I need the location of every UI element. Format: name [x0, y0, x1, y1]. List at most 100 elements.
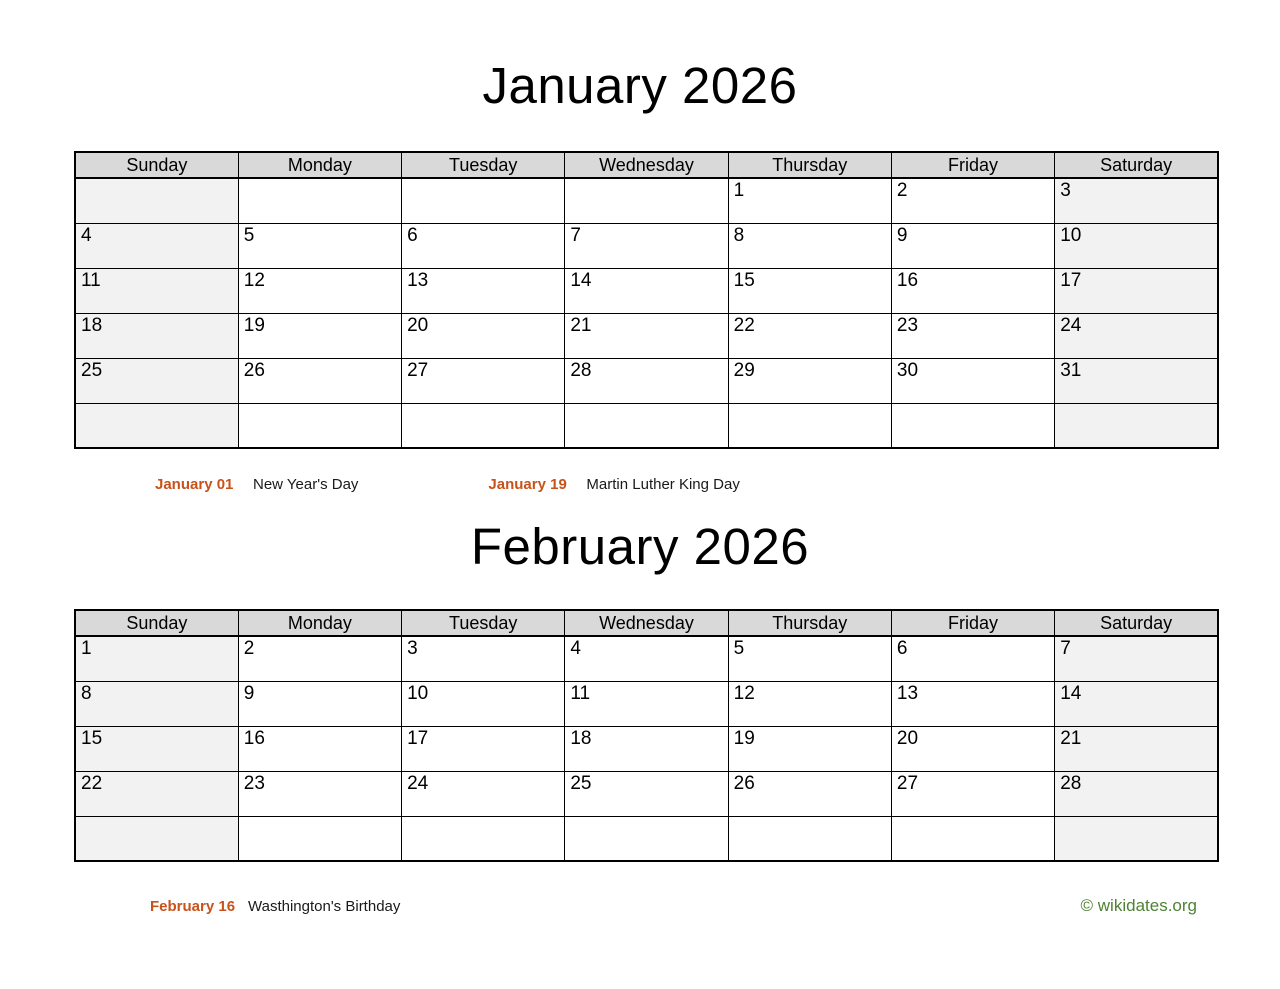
january-day-header-row: Sunday Monday Tuesday Wednesday Thursday Frid… — [74, 151, 1219, 179]
day-cell-10: 10 — [401, 680, 566, 727]
day-cell-21: 21 — [564, 312, 729, 359]
day-header-tuesday: Tuesday — [401, 609, 566, 637]
empty-day-cell — [727, 815, 892, 862]
day-header-monday: Monday — [237, 609, 403, 637]
day-cell-25: 25 — [74, 357, 239, 404]
day-cell-16: 16 — [237, 725, 403, 772]
day-header-friday: Friday — [890, 151, 1056, 179]
day-cell-10: 10 — [1054, 222, 1219, 269]
day-header-sunday: Sunday — [74, 609, 239, 637]
empty-day-cell — [237, 177, 403, 224]
holiday-name-label: New Year's Day — [253, 476, 359, 493]
day-cell-8: 8 — [727, 222, 892, 269]
day-cell-15: 15 — [74, 725, 239, 772]
day-cell-9: 9 — [237, 680, 403, 727]
day-cell-23: 23 — [890, 312, 1056, 359]
day-cell-19: 19 — [237, 312, 403, 359]
day-header-wednesday: Wednesday — [564, 151, 729, 179]
february-month-title: February 2026 — [470, 518, 810, 575]
holiday-item-washingtons-birthday: February 16 Wasthington's Birthday — [150, 898, 400, 916]
january-calendar-body: 1 2 3 4 5 6 7 8 9 10 11 12 13 14 15 16 17 18 19 20 21 22 23 24 2… — [74, 177, 1219, 449]
empty-day-cell — [74, 177, 239, 224]
day-header-saturday: Saturday — [1054, 609, 1219, 637]
empty-day-cell — [401, 402, 566, 449]
calendar-week-row: 25 26 27 28 29 30 31 — [74, 357, 1219, 404]
day-cell-11: 11 — [74, 267, 239, 314]
empty-day-cell — [564, 815, 729, 862]
february-day-header-row: Sunday Monday Tuesday Wednesday Thursday Frid… — [74, 609, 1219, 637]
empty-day-cell — [74, 815, 239, 862]
day-cell-14: 14 — [1054, 680, 1219, 727]
day-header-friday: Friday — [890, 609, 1056, 637]
day-header-thursday: Thursday — [727, 151, 892, 179]
january-month-title: January 2026 — [482, 57, 798, 114]
day-cell-3: 3 — [401, 635, 566, 682]
empty-day-cell — [1054, 402, 1219, 449]
calendar-week-row: 4 5 6 7 8 9 10 — [74, 222, 1219, 269]
day-cell-15: 15 — [727, 267, 892, 314]
day-cell-11: 11 — [564, 680, 729, 727]
day-cell-20: 20 — [401, 312, 566, 359]
holiday-date-label: January 01 — [155, 476, 234, 493]
day-cell-7: 7 — [564, 222, 729, 269]
wikidates-copyright-link[interactable]: © wikidates.org — [1080, 896, 1197, 915]
empty-day-cell — [237, 402, 403, 449]
day-cell-4: 4 — [564, 635, 729, 682]
day-cell-24: 24 — [1054, 312, 1219, 359]
day-cell-9: 9 — [890, 222, 1056, 269]
calendar-week-row: 22 23 24 25 26 27 28 — [74, 770, 1219, 817]
day-cell-8: 8 — [74, 680, 239, 727]
empty-day-cell — [564, 402, 729, 449]
day-cell-17: 17 — [1054, 267, 1219, 314]
holiday-date-label: February 16 — [150, 898, 236, 915]
day-cell-17: 17 — [401, 725, 566, 772]
day-cell-1: 1 — [74, 635, 239, 682]
empty-day-cell — [564, 177, 729, 224]
empty-day-cell — [890, 402, 1056, 449]
day-cell-25: 25 — [564, 770, 729, 817]
day-cell-19: 19 — [727, 725, 892, 772]
day-cell-16: 16 — [890, 267, 1056, 314]
empty-day-cell — [890, 815, 1056, 862]
footer-row: February 16 Wasthington's Birthday © wiki… — [150, 896, 1197, 915]
holiday-item-new-years-day: January 01 New Year's Day — [155, 476, 358, 494]
empty-day-cell — [727, 402, 892, 449]
day-cell-12: 12 — [237, 267, 403, 314]
january-holidays-row: January 01 New Year's Day January 19 Marti… — [155, 476, 1280, 495]
day-header-saturday: Saturday — [1054, 151, 1219, 179]
day-cell-21: 21 — [1054, 725, 1219, 772]
holiday-item-mlk-day: January 19 Martin Luther King Day — [488, 476, 739, 494]
february-calendar-body: 1 2 3 4 5 6 7 8 9 10 11 12 1 3 14 15 16 17 18 19 20 21 22 23 24 2… — [74, 635, 1219, 862]
day-cell-6: 6 — [890, 635, 1056, 682]
calendar-week-row: 11 12 13 14 15 16 17 — [74, 267, 1219, 314]
day-cell-5: 5 — [237, 222, 403, 269]
day-cell-13: 13 — [401, 267, 566, 314]
day-cell-2: 2 — [237, 635, 403, 682]
day-cell-5: 5 — [727, 635, 892, 682]
empty-day-cell — [74, 402, 239, 449]
day-cell-2: 2 — [890, 177, 1056, 224]
day-cell-12: 12 — [727, 680, 892, 727]
day-cell-18: 18 — [74, 312, 239, 359]
day-cell-6: 6 — [401, 222, 566, 269]
day-cell-26: 26 — [237, 357, 403, 404]
day-cell-20: 20 — [890, 725, 1056, 772]
holiday-name-label: Martin Luther King Day — [586, 476, 740, 493]
day-cell-26: 26 — [727, 770, 892, 817]
holiday-date-label: January 19 — [488, 476, 567, 493]
february-calendar-table: Sunday Monday Tuesday Wednesday Thursday Frid… — [74, 609, 1219, 862]
empty-day-cell — [1054, 815, 1219, 862]
day-cell-23: 23 — [237, 770, 403, 817]
holiday-name-label: Wasthington's Birthday — [248, 898, 401, 915]
day-cell-4: 4 — [74, 222, 239, 269]
calendar-week-row — [74, 402, 1219, 449]
day-cell-27: 27 — [890, 770, 1056, 817]
day-header-monday: Monday — [237, 151, 403, 179]
day-cell-30: 30 — [890, 357, 1056, 404]
day-cell-27: 27 — [401, 357, 566, 404]
day-cell-7: 7 — [1054, 635, 1219, 682]
day-cell-18: 18 — [564, 725, 729, 772]
